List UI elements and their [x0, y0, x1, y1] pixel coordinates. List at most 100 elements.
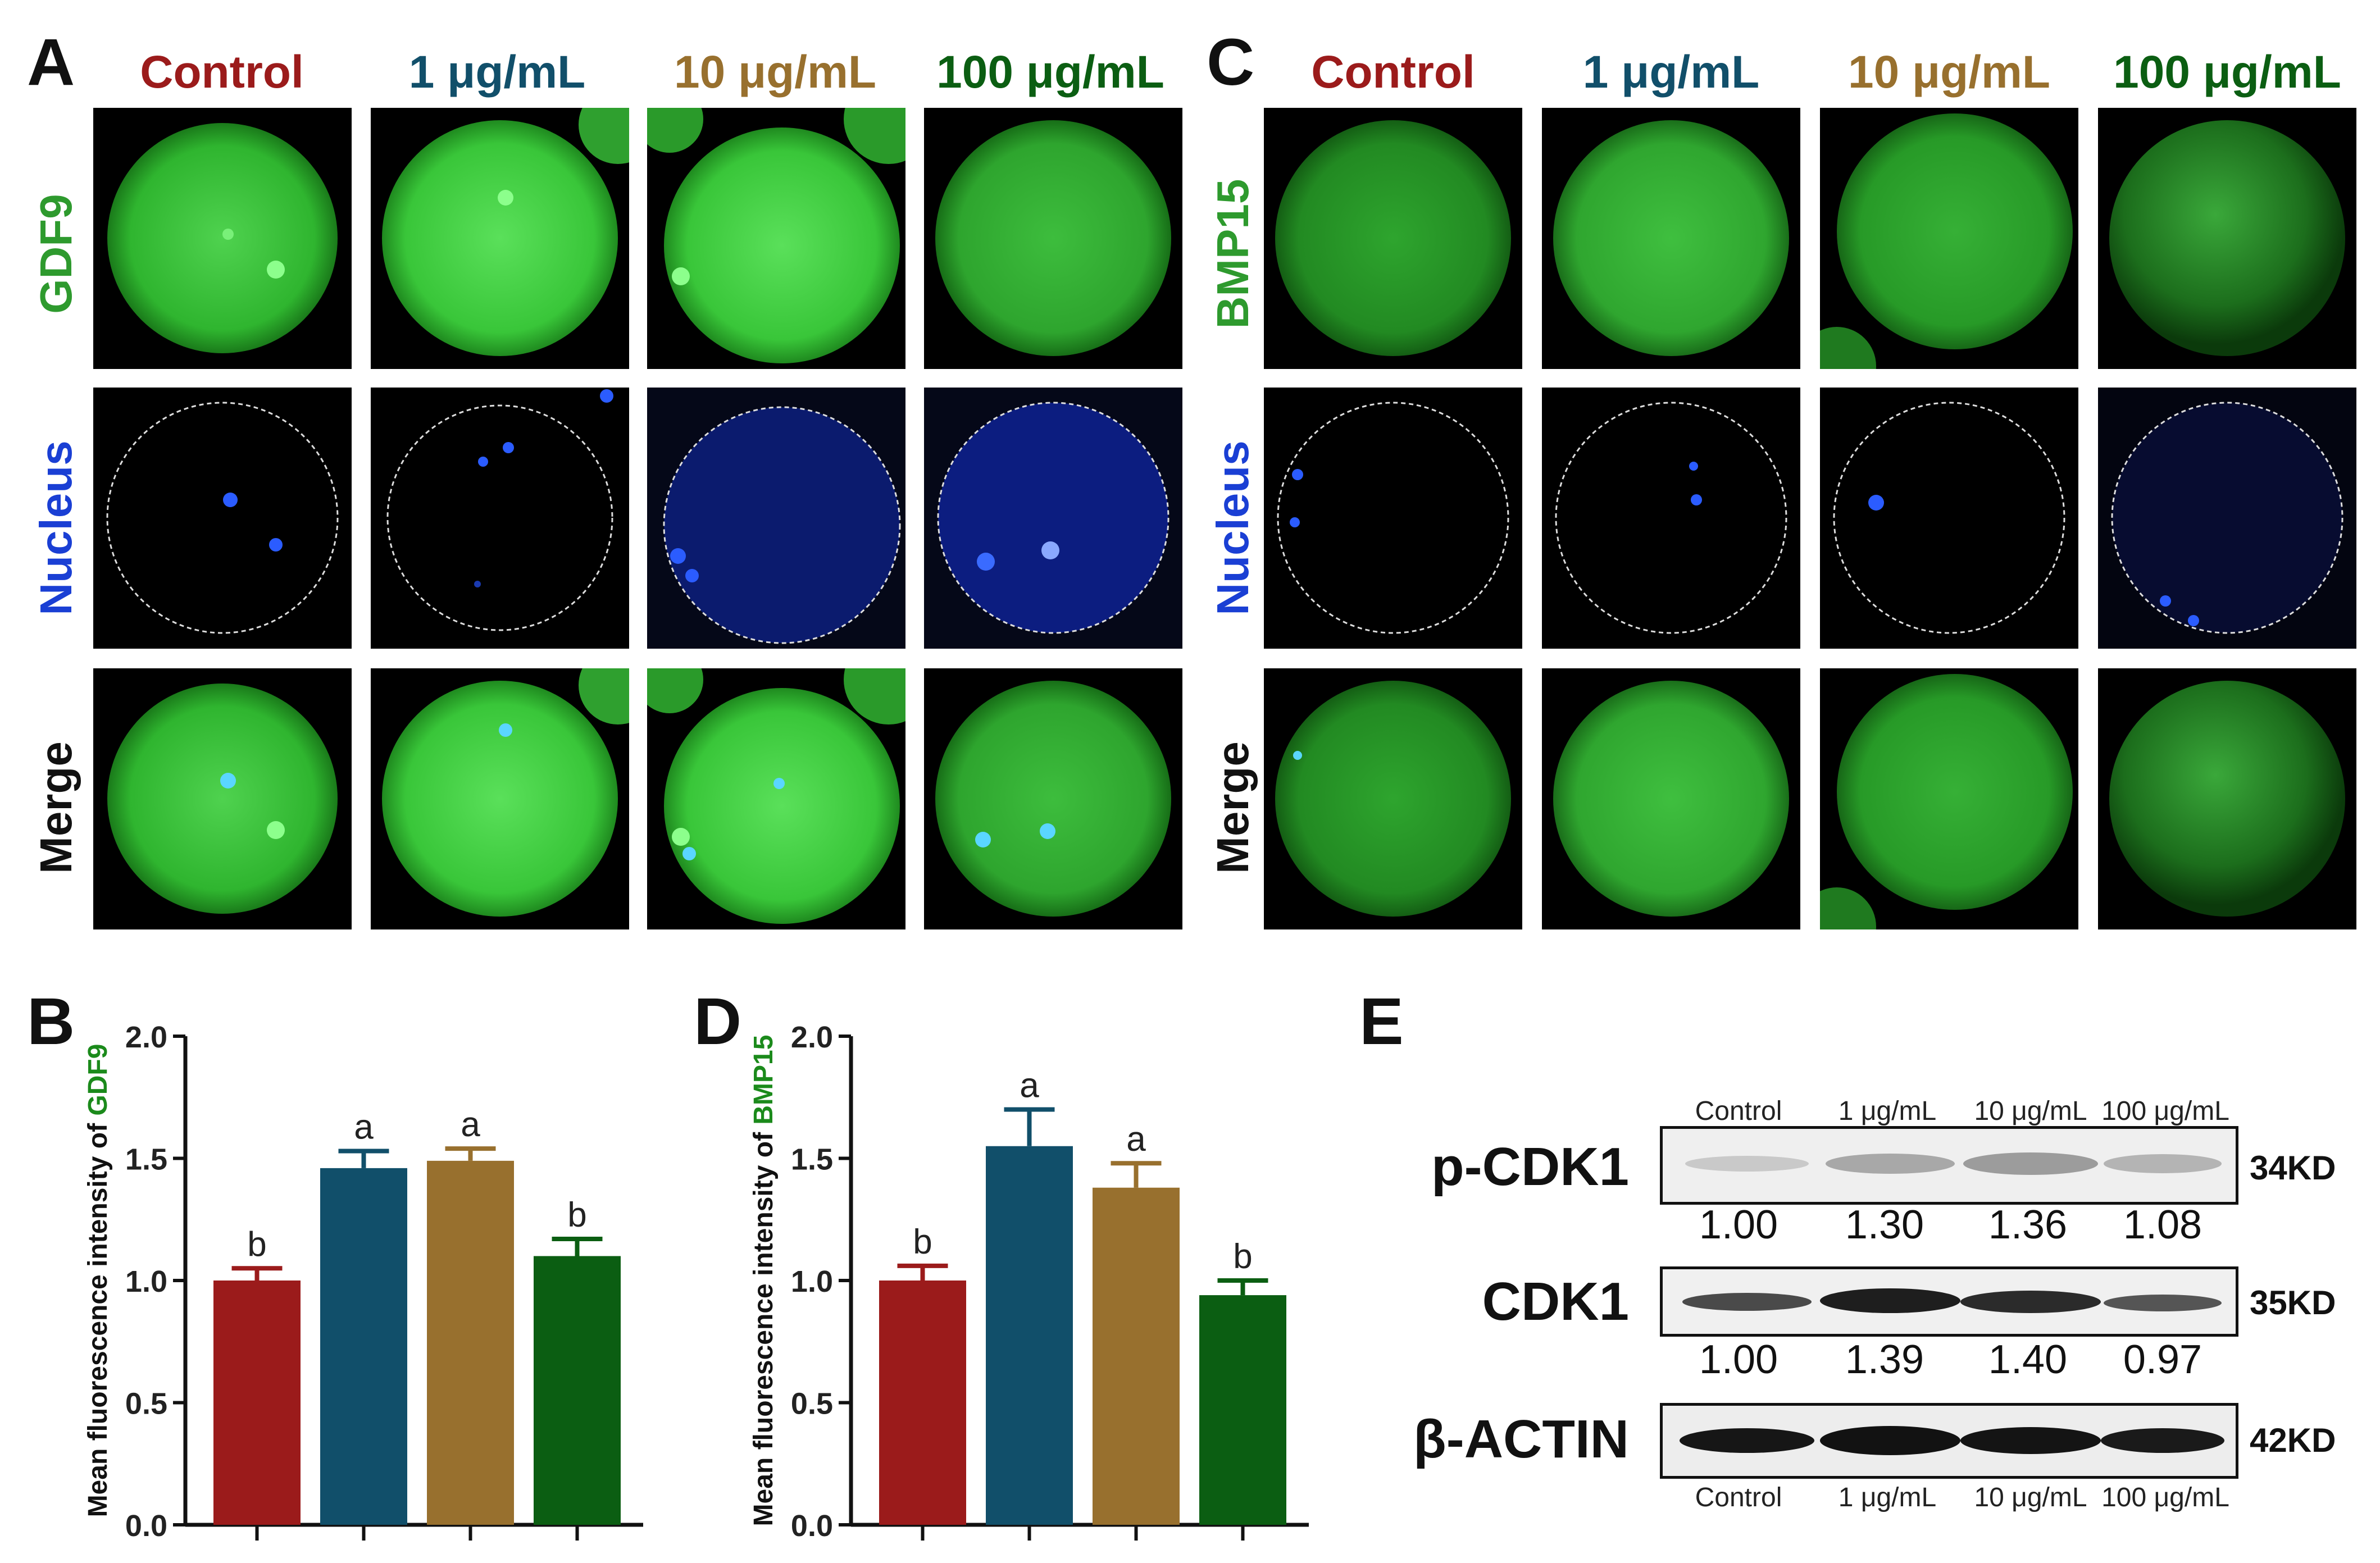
chart-b-bar-2 [427, 1160, 514, 1525]
blot-row-pcdk1-label: p-CDK1 [1431, 1137, 1629, 1197]
panel-c-merge-1ug-image [1542, 668, 1800, 929]
panel-c-nucleus-100ug-image [2098, 388, 2356, 649]
blot-quant-pcdk1-control: 1.00 [1699, 1202, 1778, 1247]
panel-a-letter: A [27, 25, 75, 99]
blot-lane-bottom-10ug: 10 μg/mL [1974, 1483, 2087, 1512]
chart-d-ytick-label-3: 1.5 [791, 1143, 833, 1177]
blot-kd-bactin: 42KD [2250, 1421, 2336, 1459]
chart-d-sig-3: b [1233, 1237, 1252, 1276]
panel-c-nucleus-control-image [1264, 388, 1522, 649]
panel-c-nucleus-10ug-image [1820, 388, 2078, 649]
blot-quant-pcdk1-10ug: 1.36 [1988, 1202, 2068, 1247]
panel-a-gdf9-1ug-image [371, 108, 629, 369]
chart-b-sig-3: b [567, 1196, 586, 1234]
panel-a-row-gdf9: GDF9 [31, 194, 81, 314]
blot-lane-top-100ug: 100 μg/mL [2101, 1096, 2229, 1126]
chart-d-bar-3 [1199, 1295, 1286, 1525]
blot-lane-top-10ug: 10 μg/mL [1974, 1096, 2087, 1126]
panel-c-col-10ug: 10 μg/mL [1847, 47, 2051, 98]
chart-b-bar-3 [534, 1256, 621, 1525]
chart-b-sig-0: b [247, 1225, 266, 1264]
panel-a-merge-100ug-image [924, 668, 1182, 929]
blot-quant-pcdk1-1ug: 1.30 [1845, 1202, 1924, 1247]
panel-a-row-nucleus: Nucleus [31, 440, 81, 616]
chart-b-ytick-label-2: 1.0 [125, 1265, 167, 1298]
blot-quant-cdk1-control: 1.00 [1699, 1337, 1778, 1382]
panel-c-merge-10ug-image [1820, 668, 2078, 929]
blot-quant-pcdk1-100ug: 1.08 [2123, 1202, 2202, 1247]
chart-d-ytick-label-1: 0.5 [791, 1387, 833, 1421]
panel-a-col-1ug: 1 μg/mL [408, 47, 586, 98]
blot-kd-cdk1: 35KD [2250, 1284, 2336, 1322]
panel-c-row-bmp15: BMP15 [1208, 179, 1258, 329]
panel-a-col-10ug: 10 μg/mL [674, 47, 877, 98]
chart-d-sig-1: a [1020, 1067, 1039, 1105]
blot-kd-pcdk1: 34KD [2250, 1149, 2336, 1187]
chart-b-ylabel-marker: GDF9 [83, 1044, 113, 1116]
chart-b-ytick-label-3: 1.5 [125, 1143, 167, 1177]
panel-a-row-merge: Merge [31, 741, 81, 874]
chart-d-ylabel-prefix: Mean fluorescence intensity of [749, 1125, 779, 1526]
chart-b-bar-0 [213, 1281, 301, 1525]
chart-d-sig-2: a [1126, 1120, 1146, 1159]
chart-b-ytick-label-0: 0.0 [125, 1509, 167, 1543]
chart-b-ytick-label-4: 2.0 [125, 1020, 167, 1054]
panel-c-bmp15-100ug-image [2098, 108, 2356, 369]
panel-a-merge-10ug-image [647, 668, 905, 929]
panel-a-col-100ug: 100 μg/mL [936, 47, 1164, 98]
panel-c-row-nucleus: Nucleus [1208, 440, 1258, 616]
blot-strip-bactin [1660, 1403, 2238, 1479]
blot-lane-top-control: Control [1695, 1096, 1782, 1126]
panel-b-letter: B [27, 985, 75, 1059]
panel-a-nucleus-control-image [93, 388, 352, 649]
chart-d-bar-0 [879, 1281, 966, 1525]
blot-lane-bottom-1ug: 1 μg/mL [1838, 1483, 1937, 1512]
panel-a-nucleus-1ug-image [371, 388, 629, 649]
panel-d-letter: D [694, 985, 742, 1059]
panel-c-bmp15-control-image [1264, 108, 1522, 369]
panel-a-nucleus-10ug-image [647, 388, 905, 649]
blot-row-bactin-label: β-ACTIN [1413, 1409, 1629, 1469]
panel-a-col-control: Control [140, 47, 304, 98]
panel-a-merge-1ug-image [371, 668, 629, 929]
blot-quant-cdk1-100ug: 0.97 [2123, 1337, 2202, 1382]
chart-d-sig-0: b [913, 1223, 932, 1261]
blot-strip-pcdk1 [1660, 1126, 2238, 1205]
panel-c-row-merge: Merge [1208, 741, 1258, 874]
panel-c-col-1ug: 1 μg/mL [1582, 47, 1760, 98]
panel-c-col-100ug: 100 μg/mL [2113, 47, 2341, 98]
panel-c-merge-control-image [1264, 668, 1522, 929]
blot-strip-cdk1 [1660, 1266, 2238, 1337]
panel-e-letter: E [1359, 985, 1404, 1059]
panel-c-bmp15-10ug-image [1820, 108, 2078, 369]
chart-d: 0.0 0.5 1.0 1.5 2.0 Mean fluorescence intensi… [733, 988, 1328, 1550]
chart-b: 0.0 0.5 1.0 1.5 2.0 Mean fluorescence intensi… [67, 988, 663, 1550]
chart-d-ytick-label-2: 1.0 [791, 1265, 833, 1298]
blot-quant-cdk1-1ug: 1.39 [1845, 1337, 1924, 1382]
panel-c-nucleus-1ug-image [1542, 388, 1800, 649]
chart-b-ytick-label-1: 0.5 [125, 1387, 167, 1421]
panel-c-letter: C [1207, 25, 1255, 99]
blot-lane-bottom-control: Control [1695, 1483, 1782, 1512]
chart-b-ylabel: Mean fluorescence intensity of GDF9 [83, 1044, 113, 1518]
panel-a-merge-control-image [93, 668, 352, 929]
chart-d-ylabel: Mean fluorescence intensity of BMP15 [749, 1035, 779, 1526]
chart-d-ytick-label-4: 2.0 [791, 1020, 833, 1054]
chart-d-ytick-label-0: 0.0 [791, 1509, 833, 1543]
blot-row-cdk1-label: CDK1 [1482, 1272, 1629, 1332]
panel-a-gdf9-10ug-image [647, 108, 905, 369]
panel-c-bmp15-1ug-image [1542, 108, 1800, 369]
blot-quant-cdk1-10ug: 1.40 [1988, 1337, 2068, 1382]
chart-b-sig-2: a [461, 1105, 480, 1144]
chart-d-ylabel-marker: BMP15 [749, 1035, 779, 1125]
panel-a-nucleus-100ug-image [924, 388, 1182, 649]
blot-lane-top-1ug: 1 μg/mL [1838, 1096, 1937, 1126]
chart-d-bar-1 [986, 1146, 1073, 1525]
blot-lane-bottom-100ug: 100 μg/mL [2101, 1483, 2229, 1512]
chart-b-sig-1: a [354, 1108, 374, 1146]
panel-c-merge-100ug-image [2098, 668, 2356, 929]
panel-a-gdf9-100ug-image [924, 108, 1182, 369]
chart-d-bar-2 [1093, 1187, 1180, 1525]
chart-b-ylabel-prefix: Mean fluorescence intensity of [83, 1116, 113, 1518]
panel-a-gdf9-control-image [93, 108, 352, 369]
